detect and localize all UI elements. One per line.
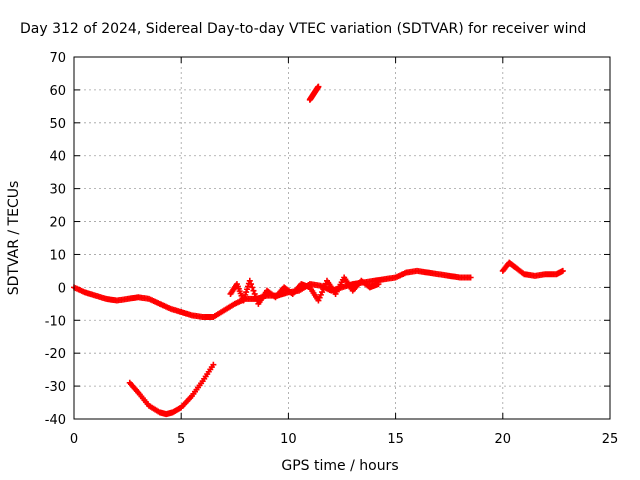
y-tick-label: -30 xyxy=(45,380,66,395)
series-scatter-band xyxy=(227,274,382,307)
x-tick-label: 20 xyxy=(495,432,512,447)
y-tick-label: 10 xyxy=(49,248,66,263)
series-late-segment xyxy=(499,259,566,279)
data-point xyxy=(248,281,255,288)
data-point xyxy=(375,281,382,288)
data-point xyxy=(249,284,256,291)
data-point xyxy=(246,277,253,284)
data-point xyxy=(252,294,259,301)
grid-lines xyxy=(74,57,610,419)
y-tick-label: -20 xyxy=(45,347,66,362)
data-point xyxy=(241,294,248,301)
y-tick-label: 40 xyxy=(49,150,66,165)
y-tick-label: 60 xyxy=(49,84,66,99)
y-tick-label: -40 xyxy=(45,413,66,428)
y-tick-label: 20 xyxy=(49,216,66,231)
data-point xyxy=(250,287,257,294)
data-point xyxy=(244,286,251,293)
data-point xyxy=(243,289,250,296)
data-point xyxy=(559,267,566,274)
x-tick-label: 25 xyxy=(602,432,619,447)
x-tick-label: 10 xyxy=(280,432,297,447)
x-tick-label: 5 xyxy=(177,432,185,447)
data-point xyxy=(467,274,474,281)
data-point xyxy=(251,290,258,297)
data-point xyxy=(244,283,251,290)
data-point xyxy=(240,297,247,304)
data-point xyxy=(242,291,249,298)
x-axis-label: GPS time / hours xyxy=(281,458,398,474)
series-low-arc xyxy=(126,361,217,418)
x-tick-label: 15 xyxy=(387,432,404,447)
y-tick-label: 30 xyxy=(49,183,66,198)
plot-frame xyxy=(73,56,611,420)
y-tick-label: 0 xyxy=(58,281,66,296)
chart-title: Day 312 of 2024, Sidereal Day-to-day VTE… xyxy=(20,21,586,37)
data-point xyxy=(210,361,217,368)
data-point xyxy=(315,83,322,90)
series-high-segment xyxy=(306,83,322,103)
y-axis-label: SDTVAR / TECUs xyxy=(6,181,22,296)
x-tick-label: 0 xyxy=(70,432,78,447)
y-tick-label: -10 xyxy=(45,314,66,329)
y-tick-label: 70 xyxy=(49,51,66,66)
data-points xyxy=(71,83,566,418)
y-tick-label: 50 xyxy=(49,117,66,132)
